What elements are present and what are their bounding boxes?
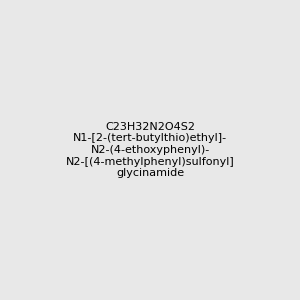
Text: C23H32N2O4S2
N1-[2-(tert-butylthio)ethyl]-
N2-(4-ethoxyphenyl)-
N2-[(4-methylphe: C23H32N2O4S2 N1-[2-(tert-butylthio)ethyl… [66, 122, 234, 178]
